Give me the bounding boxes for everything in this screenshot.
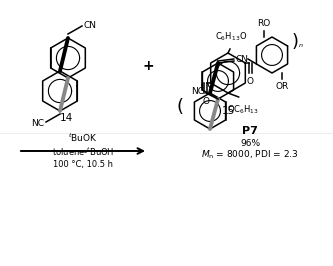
Text: NC: NC	[31, 118, 44, 127]
Text: toluene-$^{t}$BuOH: toluene-$^{t}$BuOH	[52, 146, 114, 158]
Text: C$_6$H$_{13}$O: C$_6$H$_{13}$O	[215, 31, 247, 43]
Text: OC$_6$H$_{13}$: OC$_6$H$_{13}$	[227, 103, 259, 115]
Text: 100 °C, 10.5 h: 100 °C, 10.5 h	[53, 160, 113, 169]
Text: +: +	[142, 59, 154, 73]
Text: $M_\mathrm{n}$ = 8000, PDI = 2.3: $M_\mathrm{n}$ = 8000, PDI = 2.3	[201, 149, 299, 161]
Text: O: O	[247, 77, 254, 86]
Text: RO: RO	[258, 19, 271, 28]
Text: NC: NC	[191, 88, 204, 97]
Text: (: (	[176, 98, 183, 116]
Text: 96%: 96%	[240, 139, 260, 148]
Text: OR: OR	[275, 82, 288, 91]
Text: $^{t}$BuOK: $^{t}$BuOK	[68, 132, 98, 144]
Text: CN: CN	[236, 56, 249, 64]
Text: 14: 14	[59, 113, 73, 123]
Text: 15: 15	[221, 106, 235, 116]
Text: O: O	[202, 97, 209, 106]
Text: $_n$: $_n$	[298, 40, 303, 49]
Text: P7: P7	[242, 126, 258, 136]
Text: CN: CN	[84, 20, 97, 30]
Text: ): )	[292, 33, 299, 51]
